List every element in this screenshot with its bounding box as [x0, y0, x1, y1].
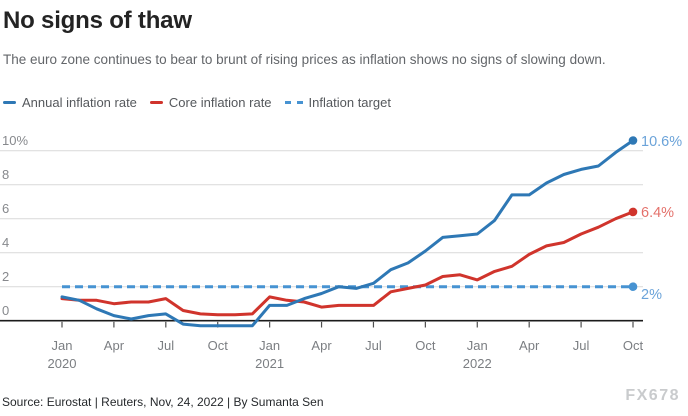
x-axis-label-year: 2020: [47, 355, 77, 371]
y-axis-label: 10%: [2, 133, 29, 149]
annual-inflation-line: [60, 139, 635, 328]
watermark: FX678: [625, 387, 680, 404]
x-axis-label-month: Jan: [259, 337, 281, 353]
inflation-target-end-label: 2%: [641, 286, 662, 303]
y-axis-label: 0: [2, 303, 10, 319]
y-axis-label: 8: [2, 167, 10, 183]
inflation-target-endpoint-dot: [628, 282, 638, 292]
source-note: Source: Eurostat | Reuters, Nov, 24, 202…: [2, 395, 324, 409]
core-inflation-line: [60, 210, 635, 317]
chart-title: No signs of thaw: [3, 7, 192, 34]
legend: Annual inflation rate Core inflation rate…: [3, 95, 391, 110]
y-axis-label: 4: [2, 235, 10, 251]
x-axis-label-month: Oct: [207, 337, 228, 353]
x-axis-label-month: Oct: [622, 337, 644, 353]
legend-label: Annual inflation rate: [22, 95, 137, 110]
x-axis-label-month: Jul: [365, 337, 382, 353]
x-axis-label-month: Oct: [415, 337, 436, 353]
x-axis-label-month: Apr: [103, 337, 125, 353]
chart-subtitle: The euro zone continues to bear to brunt…: [3, 52, 606, 67]
legend-item: Inflation target: [284, 95, 391, 110]
y-axis-label: 6: [2, 201, 10, 217]
core-inflation-end-label: 6.4%: [641, 204, 675, 221]
x-axis-label-year: 2022: [462, 355, 492, 371]
annual-inflation-end-label: 10.6%: [641, 133, 683, 150]
legend-item: Annual inflation rate: [3, 95, 137, 110]
x-axis-label-month: Jan: [51, 337, 73, 353]
annual-inflation-endpoint-dot: [628, 136, 638, 145]
x-axis-label-month: Jul: [157, 337, 175, 353]
legend-label: Inflation target: [308, 95, 391, 110]
x-axis-label-month: Jan: [466, 337, 488, 353]
x-axis-label-month: Apr: [311, 337, 332, 353]
legend-swatch-dashed: [284, 101, 303, 104]
legend-swatch-solid: [3, 101, 16, 104]
x-axis-label-year: 2021: [255, 355, 285, 371]
legend-label: Core inflation rate: [168, 95, 272, 110]
x-axis-label-month: Jul: [572, 337, 590, 353]
y-axis-label: 2: [2, 269, 10, 285]
core-inflation-endpoint-dot: [628, 207, 638, 217]
x-axis-label-month: Apr: [519, 337, 540, 353]
legend-item: Core inflation rate: [149, 95, 272, 110]
legend-swatch-solid: [149, 101, 163, 104]
